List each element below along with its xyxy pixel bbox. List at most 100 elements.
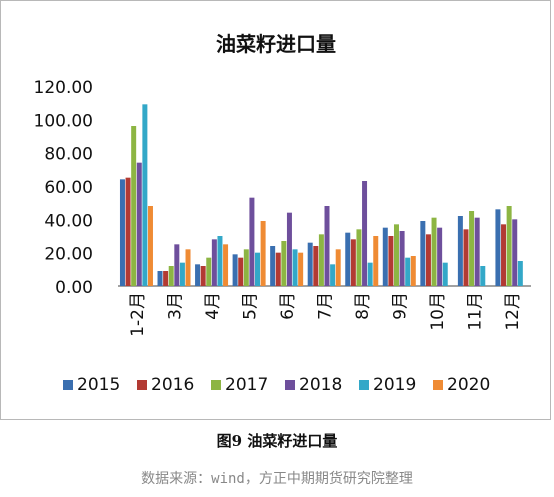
- bar-2020: [147, 206, 153, 286]
- bar-2015: [495, 209, 501, 286]
- bar-2015: [420, 221, 426, 286]
- bar-2017: [393, 224, 399, 286]
- bar-2019: [442, 262, 448, 286]
- bar-2016: [275, 252, 281, 286]
- x-tick-label: 4月: [203, 292, 223, 320]
- bar-2015: [270, 246, 276, 286]
- legend-swatch-2016: [137, 380, 147, 390]
- bar-2018: [211, 239, 217, 286]
- legend-label-2016: 2016: [151, 375, 194, 395]
- bar-2017: [431, 217, 437, 286]
- x-tick-label: 5月: [240, 292, 260, 320]
- legend-label-2017: 2017: [225, 375, 268, 395]
- x-tick-label: 6月: [278, 292, 298, 320]
- legend-label-2019: 2019: [373, 375, 416, 395]
- bar-2017: [131, 126, 137, 286]
- bar-2016: [463, 229, 469, 286]
- bar-2019: [292, 249, 298, 286]
- x-tick-label: 1-2月: [128, 292, 148, 337]
- bar-2020: [335, 249, 341, 286]
- legend-label-2015: 2015: [77, 375, 120, 395]
- plot-area: 0.00 20.00 40.00 60.00 80.00 100.00 120.00 1-2月…: [34, 78, 531, 337]
- bar-2016: [163, 271, 169, 286]
- bar-2020: [223, 244, 229, 286]
- bar-2016: [238, 257, 244, 286]
- bar-2019: [330, 264, 336, 286]
- bar-2020: [260, 221, 266, 286]
- bar-2019: [179, 262, 185, 286]
- bar-2019: [367, 262, 373, 286]
- bar-2015: [307, 242, 313, 286]
- bar-2015: [345, 232, 351, 286]
- legend-label-2020: 2020: [447, 375, 490, 395]
- bar-2017: [469, 211, 475, 286]
- legend-swatch-2017: [211, 380, 221, 390]
- x-tick-label: 7月: [316, 292, 336, 320]
- bar-2018: [324, 206, 330, 286]
- bar-2019: [480, 266, 486, 286]
- bar-2015: [195, 264, 201, 286]
- bar-2020: [185, 249, 191, 286]
- bar-2017: [243, 249, 249, 286]
- legend-swatch-2015: [63, 380, 73, 390]
- bar-2017: [168, 266, 174, 286]
- y-tick-label: 60.00: [44, 178, 93, 198]
- legend: 2015 2016 2017 2018 2019 2020: [63, 375, 490, 395]
- y-tick-label: 80.00: [44, 145, 93, 165]
- bar-2018: [362, 181, 368, 286]
- bar-2018: [249, 197, 255, 286]
- bar-2018: [437, 227, 443, 286]
- x-tick-label: 9月: [391, 292, 411, 320]
- bar-2016: [125, 177, 131, 286]
- bar-2019: [517, 261, 523, 286]
- figure-caption: 图9 油菜籽进口量: [216, 432, 338, 450]
- y-tick-label: 120.00: [34, 78, 93, 98]
- chart-svg: 油菜籽进口量 0.00 20.00 40.00 60.00 80.00 100.00 120…: [34, 32, 531, 395]
- y-tick-label: 20.00: [44, 245, 93, 265]
- bar-2020: [298, 252, 304, 286]
- legend-swatch-2020: [433, 380, 443, 390]
- bar-2018: [286, 212, 292, 286]
- bar-2017: [206, 257, 212, 286]
- bar-2019: [255, 252, 261, 286]
- bar-2019: [142, 104, 148, 286]
- x-tick-label: 12月: [503, 292, 523, 331]
- bar-2016: [313, 246, 319, 286]
- bar-2015: [119, 179, 125, 286]
- bar-2018: [174, 244, 180, 286]
- bar-2016: [501, 224, 507, 286]
- chart-title: 油菜籽进口量: [216, 32, 336, 56]
- bar-2016: [388, 236, 394, 286]
- legend-swatch-2019: [359, 380, 369, 390]
- bar-2015: [232, 254, 238, 286]
- x-tick-label: 3月: [165, 292, 185, 320]
- y-tick-label: 40.00: [44, 211, 93, 231]
- bar-2016: [350, 239, 356, 286]
- legend-label-2018: 2018: [299, 375, 342, 395]
- y-tick-label: 100.00: [34, 111, 93, 131]
- x-tick-label: 8月: [353, 292, 373, 320]
- y-tick-label: 0.00: [55, 278, 93, 298]
- bar-2017: [506, 206, 512, 286]
- bar-2016: [200, 266, 206, 286]
- bar-2018: [474, 217, 480, 286]
- bar-2019: [405, 257, 411, 286]
- bar-2017: [281, 241, 287, 286]
- x-tick-label: 11月: [466, 292, 486, 331]
- bar-2018: [512, 219, 518, 286]
- bar-2015: [457, 216, 463, 286]
- bar-2015: [382, 227, 388, 286]
- x-tick-label: 10月: [428, 292, 448, 331]
- bar-2020: [373, 236, 379, 286]
- bar-2016: [425, 234, 431, 286]
- bar-2020: [410, 256, 416, 286]
- bar-2018: [136, 162, 142, 286]
- chart-frame: 油菜籽进口量 0.00 20.00 40.00 60.00 80.00 100.00 120…: [0, 0, 551, 420]
- bar-2017: [318, 234, 324, 286]
- bar-2018: [399, 231, 405, 286]
- bar-2017: [356, 229, 362, 286]
- legend-swatch-2018: [285, 380, 295, 390]
- data-source: 数据来源：wind，方正中期期货研究院整理: [141, 471, 413, 487]
- bar-2015: [157, 271, 163, 286]
- bar-2019: [217, 236, 223, 286]
